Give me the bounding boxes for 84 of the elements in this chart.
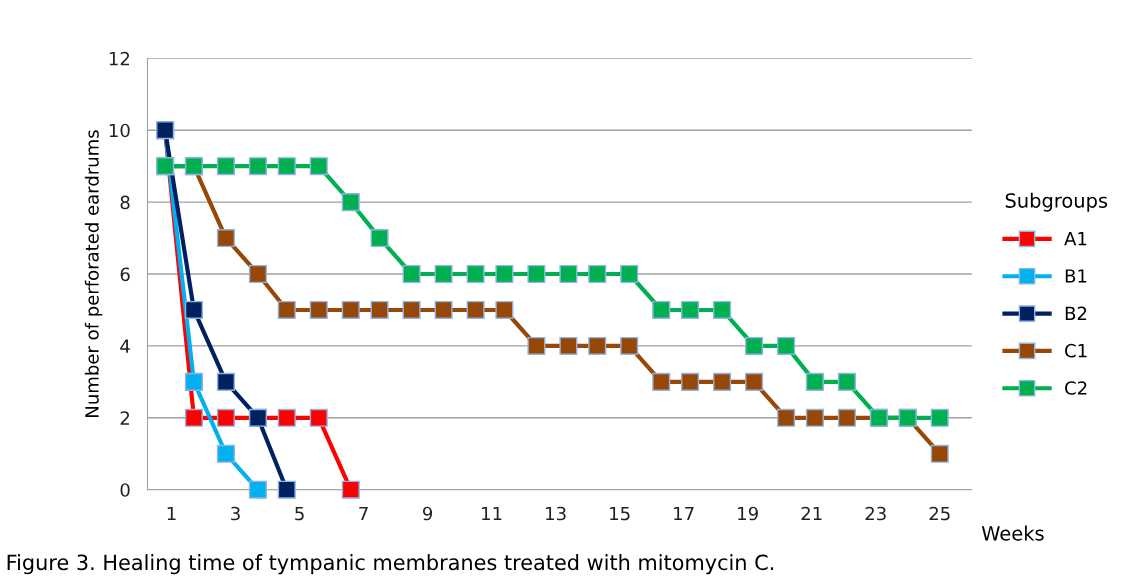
point bbox=[184, 300, 203, 319]
x-tick-label: 11 bbox=[482, 506, 502, 521]
point bbox=[248, 264, 267, 284]
y-axis-title: Number of perforated eardrums bbox=[84, 130, 103, 417]
legend-label: C1 bbox=[1065, 343, 1087, 358]
point bbox=[837, 408, 856, 427]
point bbox=[216, 444, 235, 463]
x-tick-label: 19 bbox=[738, 506, 758, 521]
point bbox=[652, 372, 671, 391]
point bbox=[341, 193, 360, 212]
point bbox=[930, 444, 949, 463]
x-tick-label: 25 bbox=[929, 506, 950, 521]
point bbox=[620, 336, 639, 355]
legend-label: B2 bbox=[1065, 306, 1087, 320]
legend-label: A1 bbox=[1064, 232, 1087, 246]
point bbox=[559, 264, 578, 284]
point bbox=[216, 372, 235, 391]
point bbox=[588, 336, 607, 355]
point bbox=[588, 264, 607, 284]
point bbox=[495, 300, 514, 319]
x-tick-label: 9 bbox=[422, 506, 433, 521]
point bbox=[309, 157, 328, 176]
point bbox=[277, 300, 296, 319]
y-tick-label: 4 bbox=[120, 339, 130, 353]
y-tick-label: 8 bbox=[120, 195, 130, 210]
legend-title: Subgroups bbox=[1005, 192, 1108, 212]
point bbox=[216, 157, 235, 176]
point bbox=[402, 264, 421, 284]
point bbox=[434, 264, 453, 284]
x-axis-title: Weeks bbox=[981, 525, 1044, 541]
point bbox=[527, 264, 546, 284]
point bbox=[466, 300, 485, 319]
point bbox=[341, 300, 360, 319]
point bbox=[402, 300, 421, 319]
point bbox=[745, 336, 764, 355]
point bbox=[341, 480, 360, 499]
y-tick-label: 6 bbox=[120, 267, 130, 282]
y-tick-label: 2 bbox=[120, 411, 130, 425]
point bbox=[216, 229, 235, 248]
x-tick-label: 21 bbox=[801, 506, 822, 521]
y-tick-label: 10 bbox=[109, 123, 130, 138]
point bbox=[248, 157, 267, 176]
point bbox=[277, 408, 296, 427]
point bbox=[930, 408, 949, 427]
point bbox=[559, 336, 578, 355]
y-tick-label: 0 bbox=[120, 483, 130, 497]
y-tick-label: 12 bbox=[109, 51, 130, 66]
x-tick-label: 15 bbox=[610, 506, 630, 521]
point bbox=[620, 264, 639, 284]
point bbox=[713, 372, 732, 391]
x-tick-label: 5 bbox=[295, 506, 304, 521]
legend-label: C2 bbox=[1065, 381, 1087, 395]
point bbox=[745, 372, 764, 391]
x-tick-label: 17 bbox=[674, 506, 694, 521]
point bbox=[777, 408, 796, 427]
legend-label: B1 bbox=[1065, 269, 1087, 283]
x-tick-label: 1 bbox=[167, 506, 176, 521]
point bbox=[370, 229, 389, 248]
point bbox=[216, 408, 235, 427]
point bbox=[248, 480, 267, 499]
point bbox=[495, 264, 514, 284]
point bbox=[184, 408, 203, 427]
x-tick-label: 13 bbox=[546, 506, 566, 521]
point bbox=[370, 300, 389, 319]
point bbox=[466, 264, 485, 284]
x-tick-label: 3 bbox=[231, 506, 240, 521]
point bbox=[527, 336, 546, 355]
point bbox=[277, 157, 296, 176]
point bbox=[277, 480, 296, 499]
point bbox=[777, 336, 796, 355]
point bbox=[681, 300, 700, 319]
point bbox=[713, 300, 732, 319]
point bbox=[309, 408, 328, 427]
x-tick-label: 23 bbox=[865, 506, 886, 521]
point bbox=[184, 372, 203, 391]
point bbox=[652, 300, 671, 319]
point bbox=[805, 408, 824, 427]
point bbox=[837, 372, 856, 391]
point bbox=[434, 300, 453, 319]
point bbox=[681, 372, 700, 391]
caption: Figure 3. Healing time of tympanic membranes treated with mitomycin C. bbox=[7, 554, 774, 575]
point bbox=[805, 372, 824, 391]
x-tick-label: 7 bbox=[359, 506, 368, 521]
point bbox=[309, 300, 328, 319]
